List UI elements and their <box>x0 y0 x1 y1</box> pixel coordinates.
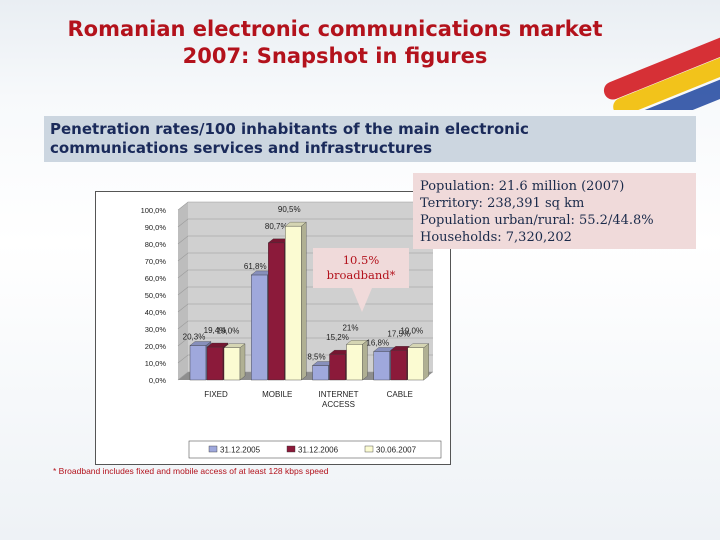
data-label: 20,3% <box>183 332 206 341</box>
gridline <box>177 218 433 228</box>
penetration-bar-chart: 0,0% 10,0% 20,0% 30,0% 40,0% 50,0% 60,0% 70,0% 8… <box>141 201 442 459</box>
x-category-label: FIXED <box>204 390 228 399</box>
slide-title-line-2: 2007: Snapshot in figures <box>182 44 488 68</box>
bar-side <box>301 221 307 381</box>
bar <box>407 347 424 381</box>
data-label: 19,0% <box>400 327 423 336</box>
gridline <box>177 235 433 245</box>
legend-swatch <box>208 445 218 453</box>
legend-label: 31.12.2005 <box>220 446 261 455</box>
data-label: 19,4% <box>204 326 227 335</box>
bar-top <box>407 343 430 348</box>
data-label: 17,5% <box>387 329 410 338</box>
y-tick-label: 10,0% <box>145 359 167 368</box>
data-label: 19,0% <box>217 327 240 336</box>
bar <box>285 225 302 381</box>
data-label: 16,8% <box>366 338 389 347</box>
x-category-label: ACCESS <box>322 400 355 409</box>
chart-frame: 0,0% 10,0% 20,0% 30,0% 40,0% 50,0% 60,0% 70,0% 8… <box>95 191 451 465</box>
bar-top <box>223 343 246 348</box>
legend-swatch <box>364 445 374 453</box>
slide-title-line-1: Romanian electronic communications marke… <box>67 17 603 41</box>
bar <box>373 351 390 381</box>
legend-swatch <box>286 445 296 453</box>
bar-top <box>346 340 368 345</box>
data-label: 61,8% <box>244 262 267 271</box>
bar-top <box>284 221 307 227</box>
y-tick-label: 0,0% <box>149 376 166 385</box>
callout-label: broadband* <box>326 268 396 282</box>
gridline <box>177 303 433 313</box>
y-tick-label: 20,0% <box>145 342 167 351</box>
bar <box>189 345 207 381</box>
bar-top <box>206 342 229 348</box>
y-tick-label: 50,0% <box>145 291 167 300</box>
subtitle-line-1: Penetration rates/100 inhabitants of the… <box>50 120 529 138</box>
bar <box>251 274 268 381</box>
callout-pointer <box>352 288 372 312</box>
bar <box>312 365 329 381</box>
info-population: Population: 21.6 million (2007) <box>420 179 625 194</box>
data-label: 15,2% <box>326 333 349 342</box>
info-households: Households: 7,320,202 <box>420 230 572 245</box>
info-urban-rural: Population urban/rural: 55.2/44.8% <box>420 213 654 228</box>
bar <box>223 347 241 381</box>
y-tick-label: 90,0% <box>145 223 167 232</box>
gridline <box>177 337 433 347</box>
data-label: 8,5% <box>307 353 325 362</box>
x-category-label: INTERNET <box>319 390 359 399</box>
subtitle-line-2: communications services and infrastructu… <box>50 139 433 157</box>
y-tick-label: 60,0% <box>145 274 167 283</box>
info-territory: Territory: 238,391 sq km <box>420 196 585 211</box>
gridline <box>177 201 433 211</box>
bar <box>268 242 285 381</box>
footnote: * Broadband includes fixed and mobile ac… <box>53 466 329 476</box>
data-label: 21% <box>342 323 358 332</box>
bar-side <box>423 343 429 381</box>
data-label: 80,7% <box>265 222 288 231</box>
bar <box>329 353 346 381</box>
callout-value: 10.5% <box>342 253 380 267</box>
y-tick-label: 30,0% <box>145 325 167 334</box>
bar <box>206 346 224 381</box>
y-tick-label: 70,0% <box>145 257 167 266</box>
bar <box>346 344 363 381</box>
country-info-box: Population: 21.6 million (2007) Territor… <box>413 173 696 249</box>
bar-side <box>239 343 246 381</box>
legend-label: 30.06.2007 <box>376 446 417 455</box>
broadband-callout: 10.5% broadband* <box>313 248 409 288</box>
bar-top <box>189 341 212 346</box>
slide-title: Romanian electronic communications marke… <box>40 16 630 70</box>
gridline <box>177 320 433 330</box>
bar <box>390 350 407 381</box>
subtitle-banner: Penetration rates/100 inhabitants of the… <box>44 116 696 162</box>
y-tick-label: 80,0% <box>145 240 167 249</box>
y-tick-label: 40,0% <box>145 308 167 317</box>
x-category-label: MOBILE <box>262 390 292 399</box>
legend-box <box>188 440 442 459</box>
data-label: 90,5% <box>278 205 301 214</box>
legend-label: 31.12.2006 <box>298 446 339 455</box>
y-tick-label: 100,0% <box>141 206 167 215</box>
x-category-label: CABLE <box>387 390 413 399</box>
